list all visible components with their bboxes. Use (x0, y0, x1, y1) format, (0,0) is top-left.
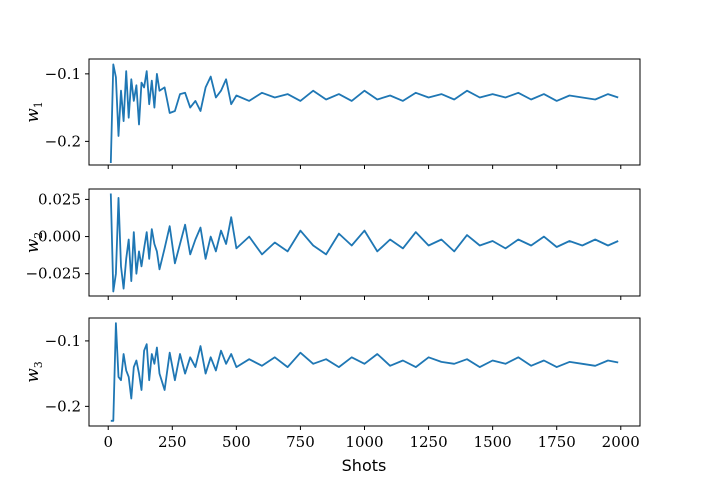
x-tick-label-5: 1250 (409, 433, 447, 451)
x-tick-label-0: 0 (103, 433, 113, 451)
y-tick-label-3-0: −0.1 (45, 332, 81, 350)
y-tick-label-1-1: −0.2 (45, 132, 81, 150)
y-axis-label-1: w1 (23, 101, 45, 123)
x-tick-label-2: 500 (222, 433, 251, 451)
panel-1: −0.1 −0.2w1 (23, 58, 641, 169)
y-tick-label-2-2: −0.025 (25, 265, 81, 283)
x-tick-label-8: 2000 (602, 433, 640, 451)
y-axis-label-subscript-3: 3 (32, 361, 45, 368)
x-tick-label-1: 250 (158, 433, 187, 451)
x-tick-label-4: 1000 (345, 433, 383, 451)
panel-3: −0.1 −0.2 0 250 500 750 1000 1250 1500 1750 2000 w3 (23, 317, 641, 451)
y-tick-label-1-0: −0.1 (45, 65, 81, 83)
x-tick-label-7: 1750 (538, 433, 576, 451)
series-line-3 (110, 322, 619, 422)
y-axis-label-subscript-1: 1 (32, 101, 45, 108)
series-line-2 (109, 193, 619, 293)
y-tick-label-2-0: 0.025 (38, 190, 81, 208)
y-axis-label-base-2: w (23, 238, 43, 253)
y-tick-label-3-1: −0.2 (45, 397, 81, 415)
y-tick-label-2-1: 0.000 (38, 228, 81, 246)
series-line-1 (109, 63, 619, 164)
panel-2: 0.025 0.000 −0.025 w2 (23, 188, 641, 300)
y-axis-label-2: w2 (23, 232, 45, 254)
y-axis-label-3: w3 (23, 361, 45, 383)
y-axis-label-subscript-2: 2 (32, 232, 45, 239)
x-tick-label-3: 750 (286, 433, 315, 451)
x-tick-label-6: 1500 (474, 433, 512, 451)
x-axis-label: Shots (342, 456, 387, 475)
y-axis-label-base-3: w (23, 368, 43, 383)
y-axis-label-base-1: w (23, 108, 43, 123)
